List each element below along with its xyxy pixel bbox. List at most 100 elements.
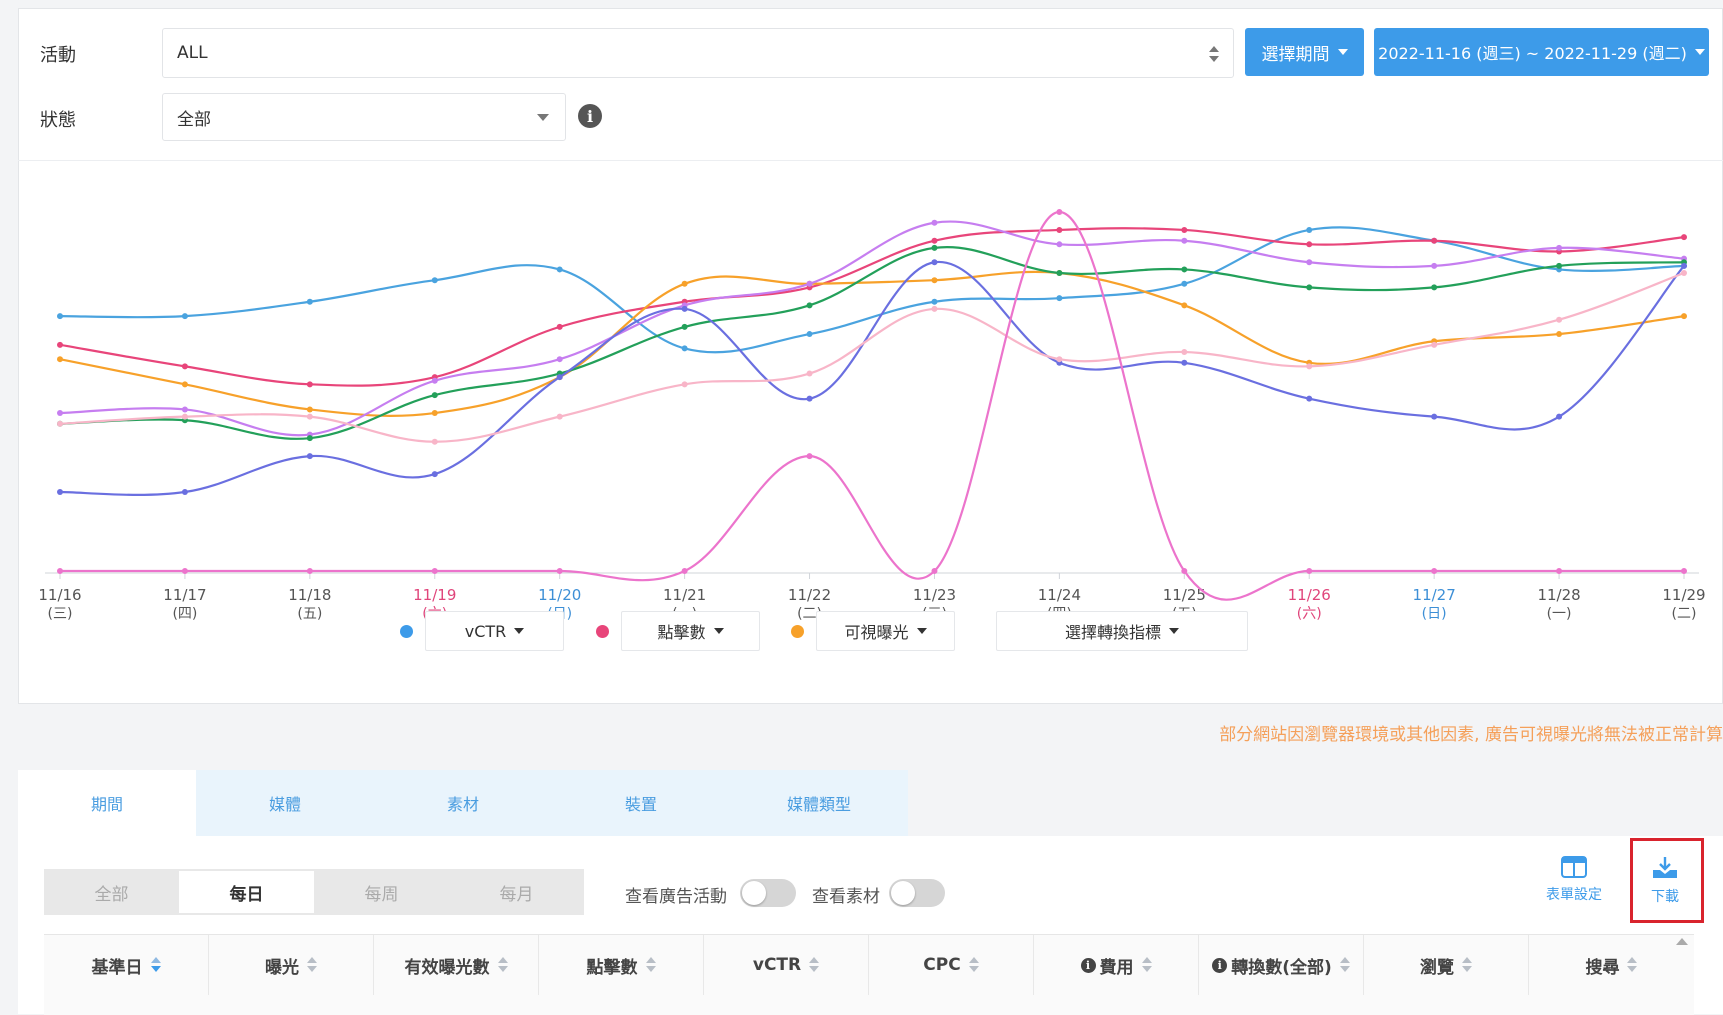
col-conversions[interactable]: i 轉換數(全部)	[1199, 935, 1364, 995]
series-point	[181, 363, 188, 370]
legend-dot	[791, 625, 804, 638]
x-weekday-label: (六)	[1297, 606, 1322, 622]
sort-icon[interactable]	[968, 956, 979, 974]
x-weekday-label: (五)	[297, 606, 322, 622]
col-base-date[interactable]: 基準日	[44, 935, 209, 995]
scroll-up-icon[interactable]	[1676, 938, 1688, 945]
sort-icon[interactable]	[1627, 956, 1638, 974]
toggle-knob	[891, 881, 915, 905]
legend-label: vCTR	[464, 621, 507, 641]
series-point	[1306, 363, 1313, 370]
activity-value: ALL	[177, 43, 208, 63]
series-point	[681, 381, 688, 388]
col-clicks[interactable]: 點擊數	[539, 935, 704, 995]
sort-icon[interactable]	[645, 956, 656, 974]
x-weekday-label: (四)	[172, 606, 197, 622]
series-point	[1056, 270, 1063, 277]
sort-icon[interactable]	[307, 956, 317, 974]
download-icon	[1653, 857, 1677, 878]
series-line-4	[59, 246, 1685, 440]
x-tick-label: 11/16	[38, 586, 81, 604]
caret-down-icon	[713, 628, 724, 634]
col-search[interactable]: 搜尋	[1529, 935, 1694, 995]
col-cost[interactable]: i 費用	[1034, 935, 1199, 995]
series-point	[1556, 262, 1563, 269]
col-impressions[interactable]: 曝光	[209, 935, 374, 995]
seg-daily[interactable]: 每日	[179, 871, 314, 913]
table-settings-label: 表單設定	[1546, 887, 1602, 903]
activity-select[interactable]: ALL	[162, 28, 1234, 78]
x-tick-label: 11/20	[538, 586, 581, 604]
series-point	[1181, 266, 1188, 273]
series-point	[556, 356, 563, 363]
series-point	[1431, 284, 1438, 291]
series-point	[57, 313, 63, 320]
series-point	[931, 244, 938, 251]
legend-dot	[596, 625, 609, 638]
col-label: 點擊數	[586, 957, 638, 978]
col-cpc[interactable]: CPC	[869, 935, 1034, 995]
table-settings-button[interactable]: 表單設定	[1546, 856, 1602, 904]
seg-weekly[interactable]: 每周	[364, 884, 399, 905]
x-tick-label: 11/29	[1662, 586, 1705, 604]
series-point	[931, 568, 938, 574]
conversion-metric-select[interactable]: 選擇轉換指標	[996, 611, 1248, 651]
legend-metric-select[interactable]: vCTR	[425, 611, 564, 651]
creative-toggle[interactable]	[889, 879, 945, 907]
series-point	[806, 453, 813, 460]
series-point	[806, 302, 813, 309]
sort-icon[interactable]	[1339, 956, 1350, 974]
series-point	[1431, 341, 1438, 348]
date-range-button[interactable]: 2022-11-16 (週三) ~ 2022-11-29 (週二)	[1374, 28, 1709, 76]
tab-device[interactable]: 裝置	[624, 795, 657, 814]
info-icon[interactable]: i	[1212, 957, 1228, 973]
sort-icon[interactable]	[497, 956, 508, 974]
series-line-7	[59, 210, 1684, 601]
caret-down-icon	[514, 628, 525, 634]
select-period-button[interactable]: 選擇期間	[1245, 28, 1364, 76]
col-vctr[interactable]: vCTR	[704, 935, 869, 995]
x-tick-label: 11/25	[1163, 586, 1206, 604]
col-label: 曝光	[265, 957, 299, 978]
sort-icon[interactable]	[809, 956, 820, 974]
sort-icon[interactable]	[1462, 956, 1472, 974]
legend-metric-select[interactable]: 可視曝光	[816, 611, 955, 651]
series-point	[306, 435, 313, 442]
series-line-6	[59, 271, 1685, 443]
series-point	[931, 259, 938, 266]
series-point	[1181, 280, 1188, 287]
series-point	[431, 377, 438, 384]
visibility-notice: 部分網站因瀏覽器環境或其他因素, 廣告可視曝光將無法被正常計算	[1219, 725, 1723, 745]
series-point	[1181, 568, 1188, 574]
status-select[interactable]: 全部	[162, 93, 566, 141]
info-icon[interactable]: i	[1080, 957, 1096, 973]
seg-monthly[interactable]: 每月	[499, 884, 534, 905]
col-valid-impressions[interactable]: 有效曝光數	[374, 935, 539, 995]
series-point	[1306, 395, 1313, 402]
series-point	[1681, 568, 1687, 574]
sort-icon[interactable]	[1141, 956, 1152, 974]
series-point	[806, 280, 813, 287]
tab-period[interactable]: 期間	[18, 770, 196, 836]
col-label: CPC	[923, 955, 961, 975]
series-point	[1306, 284, 1313, 291]
info-icon[interactable]: i	[578, 104, 602, 128]
series-point	[1056, 356, 1063, 363]
sort-icon[interactable]	[150, 956, 161, 974]
download-button[interactable]: 下載	[1651, 856, 1679, 906]
col-label: 費用	[1099, 957, 1134, 978]
report-tabs: 期間 媒體 素材 裝置 媒體類型	[18, 770, 908, 836]
series-point	[57, 410, 63, 417]
campaign-toggle[interactable]	[740, 879, 796, 907]
tab-creative[interactable]: 素材	[446, 795, 479, 814]
tab-media[interactable]: 媒體	[268, 795, 301, 814]
seg-all[interactable]: 全部	[94, 884, 129, 905]
series-point	[1681, 262, 1687, 269]
series-line-3	[59, 220, 1685, 437]
legend-metric-select[interactable]: 點擊數	[621, 611, 760, 651]
col-browse[interactable]: 瀏覽	[1364, 935, 1529, 995]
chevron-down-icon	[537, 114, 549, 121]
tab-media-type[interactable]: 媒體類型	[786, 795, 851, 814]
conversion-label: 選擇轉換指標	[1064, 623, 1161, 642]
series-line-1	[59, 227, 1685, 387]
